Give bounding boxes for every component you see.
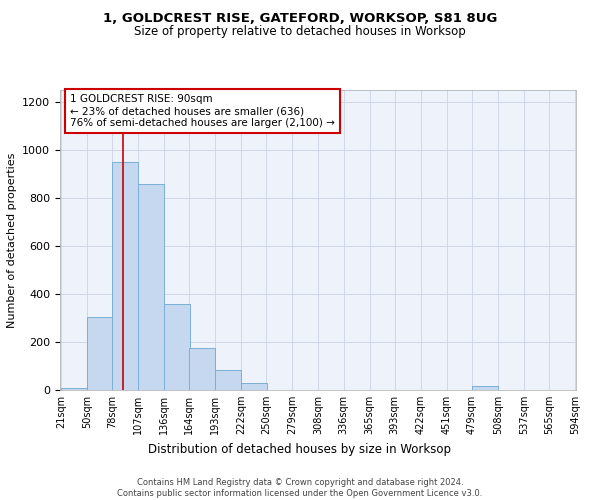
Text: Distribution of detached houses by size in Worksop: Distribution of detached houses by size … [149,442,452,456]
Bar [61,388,87,390]
Bar [189,348,215,390]
Text: 1, GOLDCREST RISE, GATEFORD, WORKSOP, S81 8UG: 1, GOLDCREST RISE, GATEFORD, WORKSOP, S8… [103,12,497,26]
Bar [112,162,138,390]
Bar [241,383,267,390]
Y-axis label: Number of detached properties: Number of detached properties [7,152,17,328]
Bar [164,304,190,390]
Bar [87,317,113,390]
Bar [215,370,241,390]
Text: 1 GOLDCREST RISE: 90sqm
← 23% of detached houses are smaller (636)
76% of semi-d: 1 GOLDCREST RISE: 90sqm ← 23% of detache… [70,94,335,128]
Text: Contains HM Land Registry data © Crown copyright and database right 2024.
Contai: Contains HM Land Registry data © Crown c… [118,478,482,498]
Text: Size of property relative to detached houses in Worksop: Size of property relative to detached ho… [134,25,466,38]
Bar [138,184,164,390]
Bar [472,386,498,390]
